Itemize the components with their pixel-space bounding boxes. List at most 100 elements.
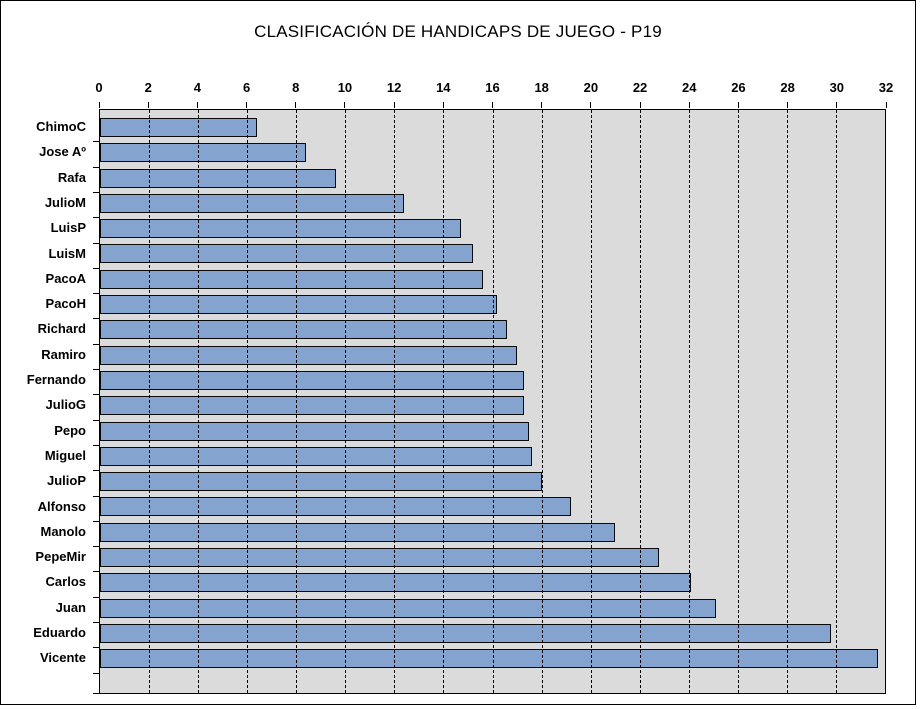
bar [100, 244, 473, 264]
category-label: ChimoC [36, 119, 86, 134]
x-tick-mark [737, 102, 739, 108]
bar [100, 472, 542, 492]
category-label: PacoH [45, 296, 86, 312]
x-tick-mark [590, 102, 592, 108]
gridline [394, 110, 396, 693]
y-tick-mark [93, 470, 99, 472]
y-tick-mark [93, 166, 99, 168]
x-tick-label: 26 [731, 80, 746, 95]
bar-row [100, 269, 885, 294]
y-tick-mark [93, 693, 99, 694]
gridline [590, 110, 592, 693]
bar [100, 649, 878, 669]
x-tick-label: 8 [292, 80, 300, 95]
x-tick-mark [442, 102, 444, 108]
x-tick-mark [295, 102, 297, 108]
category-label: Jose Aº [39, 144, 86, 160]
category-label: Pepo [54, 422, 86, 438]
bar-row [100, 345, 885, 370]
y-tick-mark [93, 267, 99, 269]
bar-row [100, 294, 885, 319]
bar [100, 269, 483, 289]
gridline [688, 110, 690, 693]
bar [100, 497, 571, 517]
bar-row [100, 243, 885, 268]
bar-row [100, 421, 885, 446]
x-tick-mark [885, 102, 887, 108]
bar-row [100, 496, 885, 521]
category-label: Miguel [44, 447, 86, 463]
y-tick-mark [93, 647, 99, 649]
bar-row [100, 446, 885, 471]
y-tick-mark [93, 596, 99, 598]
x-tick-label: 24 [682, 80, 697, 95]
bar [100, 623, 832, 643]
gridline [541, 110, 543, 693]
gridline [198, 110, 200, 693]
x-tick-label: 6 [242, 80, 251, 95]
x-tick-label: 4 [193, 80, 201, 95]
x-tick-mark [492, 102, 493, 108]
x-tick-label: 2 [144, 80, 152, 95]
gridline [737, 110, 739, 693]
x-tick-label: 28 [780, 80, 795, 95]
bar-row [100, 218, 885, 243]
bar-row [100, 319, 885, 344]
gridline [835, 110, 837, 693]
bar-row [100, 142, 885, 167]
x-tick-label: 32 [878, 80, 894, 95]
bar [100, 370, 525, 390]
x-tick-label: 12 [386, 80, 402, 95]
category-label: LuisP [50, 220, 86, 236]
gridline [443, 110, 445, 693]
bar [100, 522, 616, 542]
y-tick-mark [93, 242, 99, 244]
chart-title: CLASIFICACIÓN DE HANDICAPS DE JUEGO - P1… [254, 22, 662, 41]
bar [100, 168, 336, 188]
category-label: Manolo [40, 523, 87, 539]
x-tick-mark [98, 102, 100, 108]
category-label: Carlos [45, 574, 86, 590]
x-tick-label: 20 [583, 80, 599, 95]
bar-row [100, 648, 885, 673]
x-tick-label: 0 [95, 80, 103, 95]
y-tick-mark [93, 444, 99, 446]
bar [100, 396, 525, 416]
bar [100, 446, 532, 466]
x-tick-mark [787, 102, 789, 108]
bar [100, 421, 530, 441]
bar-row [100, 168, 885, 193]
bar-row [100, 547, 885, 572]
bar [100, 548, 660, 568]
gridline [786, 110, 788, 693]
gridline [639, 110, 641, 693]
gridline [492, 110, 494, 693]
x-tick-mark [246, 102, 248, 108]
gridline [296, 110, 298, 693]
bar-row [100, 598, 885, 623]
x-tick-label: 10 [337, 80, 353, 95]
y-tick-mark [93, 571, 99, 573]
y-tick-mark [93, 141, 99, 143]
y-tick-mark [93, 394, 99, 396]
x-tick-label: 30 [829, 80, 845, 95]
x-tick-mark [639, 102, 641, 108]
x-tick-label: 14 [436, 80, 451, 95]
bar [100, 295, 498, 315]
category-label: Eduardo [33, 625, 86, 640]
y-tick-mark [93, 622, 99, 623]
y-tick-mark [93, 546, 99, 548]
y-tick-mark [93, 343, 99, 345]
category-label: Richard [37, 321, 86, 337]
category-label: Fernando [26, 372, 86, 387]
bar [100, 219, 461, 239]
bars [100, 110, 885, 693]
category-label: Ramiro [41, 346, 86, 362]
category-label: JulioG [45, 397, 86, 413]
category-label: JulioP [46, 473, 86, 489]
bar [100, 193, 405, 213]
category-label: PepeMir [35, 549, 86, 565]
gridline [345, 110, 347, 693]
bar-row [100, 117, 885, 142]
